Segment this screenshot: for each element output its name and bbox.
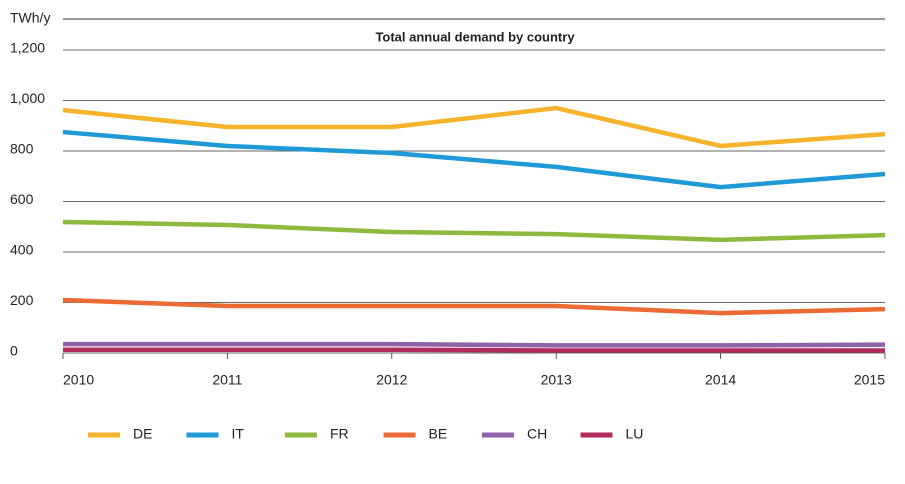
line-series [62,219,886,243]
legend-label: LU [626,426,644,442]
x-tick-label: 2015 [854,372,885,388]
line-series [63,341,886,348]
line-series [63,347,885,353]
line-series [62,105,886,149]
y-tick-label: 400 [10,242,34,258]
y-tick-label: 1,200 [10,40,45,56]
legend-label: FR [330,426,349,442]
y-tick-label: 800 [10,141,34,157]
line-series [62,297,886,316]
x-tick-label: 2014 [705,372,736,388]
line-series [62,129,886,190]
x-tick-label: 2012 [376,372,407,388]
y-tick-label: 0 [10,343,18,359]
y-axis-label: TWh/y [10,10,50,26]
legend-label: CH [527,426,547,442]
legend-label: DE [133,426,152,442]
y-tick-label: 1,000 [10,90,45,106]
x-tick-label: 2010 [63,372,94,388]
y-tick-label: 200 [10,292,34,308]
y-tick-label: 600 [10,191,34,207]
x-tick-label: 2011 [212,372,242,388]
x-tick-label: 2013 [541,372,572,388]
legend-label: IT [232,426,245,442]
chart-title: Total annual demand by country [375,29,575,44]
legend-label: BE [429,426,448,442]
